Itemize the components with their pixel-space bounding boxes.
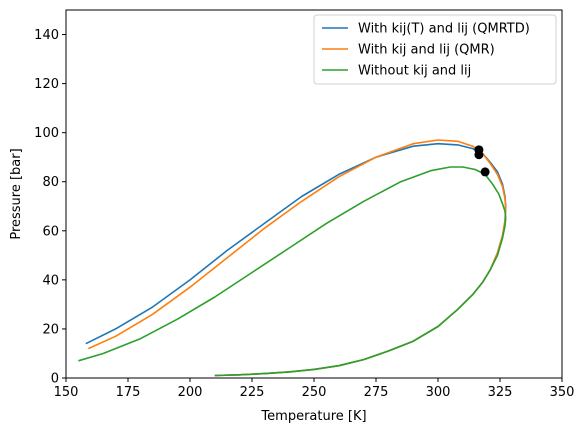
y-tick-label: 60 (42, 224, 59, 239)
y-tick-label: 40 (42, 273, 59, 288)
y-ticks: 0 20 40 60 80 100 120 140 (34, 28, 66, 387)
legend: With kij(T) and lij (QMRTD) With kij and … (313, 14, 557, 85)
y-tick-label: 0 (51, 372, 59, 387)
y-tick-label: 120 (34, 77, 59, 92)
x-ticks: 150 175 200 225 250 275 300 325 350 (54, 378, 575, 400)
x-tick-label: 325 (488, 385, 513, 400)
x-axis-label: Temperature [K] (260, 409, 366, 424)
y-axis-label: Pressure [bar] (9, 148, 24, 239)
x-tick-label: 175 (116, 385, 141, 400)
y-tick-label: 80 (42, 175, 59, 190)
y-tick-label: 20 (42, 322, 59, 337)
critical-point-marker-2 (474, 150, 484, 160)
x-tick-label: 300 (426, 385, 451, 400)
x-tick-label: 275 (364, 385, 389, 400)
x-tick-label: 350 (550, 385, 575, 400)
x-tick-label: 200 (178, 385, 203, 400)
x-tick-label: 250 (302, 385, 327, 400)
marker-layer (474, 145, 490, 177)
series-line-3 (78, 166, 507, 377)
x-tick-label: 150 (54, 385, 79, 400)
legend-label-1: With kij(T) and lij (QMRTD) (358, 22, 530, 37)
series-layer (78, 139, 507, 377)
legend-box (313, 14, 557, 85)
critical-point-marker-3 (480, 167, 490, 177)
x-tick-label: 225 (240, 385, 265, 400)
y-tick-label: 100 (34, 126, 59, 141)
y-tick-label: 140 (34, 28, 59, 43)
legend-label-3: Without kij and lij (358, 64, 471, 79)
legend-label-2: With kij and lij (QMR) (358, 43, 495, 58)
